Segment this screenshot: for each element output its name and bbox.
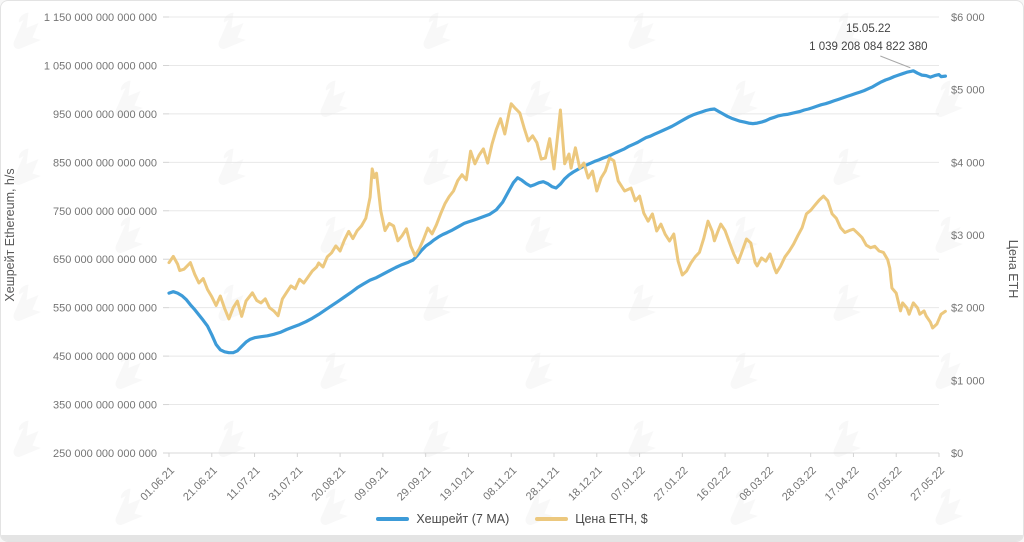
x-axis-label: 18.12.21 — [566, 465, 605, 504]
x-axis-label: 17.04.22 — [823, 465, 862, 504]
left-axis-label: 1 150 000 000 000 000 — [44, 12, 157, 24]
chart-legend: Хешрейт (7 MA) Цена ETH, $ — [1, 508, 1023, 530]
left-axis-label: 1 050 000 000 000 000 — [44, 60, 157, 72]
annotation-date: 15.05.22 — [846, 23, 891, 35]
x-axis-label: 28.11.21 — [524, 465, 562, 503]
right-axis-label: $3 000 — [951, 230, 985, 242]
right-axis-label: $6 000 — [951, 12, 985, 24]
legend-item-hashrate[interactable]: Хешрейт (7 MA) — [376, 512, 509, 526]
bottom-strip — [1, 535, 1023, 541]
x-axis-label: 21.06.21 — [181, 465, 220, 504]
right-axis-title: Цена ETH — [1006, 240, 1020, 299]
eth-price-series-line[interactable] — [167, 102, 947, 330]
left-axis-label: 250 000 000 000 000 — [53, 448, 157, 460]
x-axis-label: 27.05.22 — [908, 465, 947, 504]
left-axis-label: 850 000 000 000 000 — [53, 157, 157, 169]
left-axis-title: Хешрейт Ethereum, h/s — [3, 168, 17, 301]
right-axis-label: $0 — [951, 448, 963, 460]
x-axis-label: 09.09.21 — [352, 465, 391, 504]
x-axis-label: 07.01.22 — [609, 465, 648, 504]
left-axis-label: 550 000 000 000 000 — [53, 303, 157, 315]
x-axis-label: 01.06.21 — [138, 465, 177, 504]
x-axis-label: 08.03.22 — [737, 465, 776, 504]
eth-price-legend-line-icon — [535, 517, 569, 521]
hashrate-legend-line-icon — [376, 517, 410, 521]
left-axis-label: 750 000 000 000 000 — [53, 206, 157, 218]
x-axis-label: 16.02.22 — [694, 465, 733, 504]
x-axis-label: 20.08.21 — [309, 465, 348, 504]
annotation-value: 1 039 208 084 822 380 — [809, 41, 927, 53]
left-axis-label: 950 000 000 000 000 — [53, 109, 157, 121]
right-axis-label: $2 000 — [951, 303, 985, 315]
right-axis-label: $5 000 — [951, 85, 985, 97]
x-axis-label: 07.05.22 — [866, 465, 905, 504]
x-axis-label: 28.03.22 — [780, 465, 819, 504]
left-axis-label: 650 000 000 000 000 — [53, 254, 157, 266]
x-axis-label: 19.10.21 — [438, 465, 477, 504]
left-axis-label: 350 000 000 000 000 — [53, 400, 157, 412]
x-axis-label: 31.07.21 — [267, 465, 306, 504]
x-axis-label: 27.01.22 — [652, 465, 691, 504]
x-axis-label: 29.09.21 — [395, 465, 434, 504]
legend-label: Хешрейт (7 MA) — [416, 512, 510, 526]
legend-item-eth-price[interactable]: Цена ETH, $ — [535, 512, 648, 526]
annotation-leader-line — [880, 55, 911, 69]
right-axis-label: $4 000 — [951, 157, 985, 169]
right-axis-label: $1 000 — [951, 375, 985, 387]
hashrate-series-line[interactable] — [167, 69, 947, 355]
legend-label: Цена ETH, $ — [575, 512, 648, 526]
x-axis-label: 08.11.21 — [481, 465, 519, 503]
left-axis-label: 450 000 000 000 000 — [53, 351, 157, 363]
x-axis-label: 11.07.21 — [224, 465, 262, 503]
